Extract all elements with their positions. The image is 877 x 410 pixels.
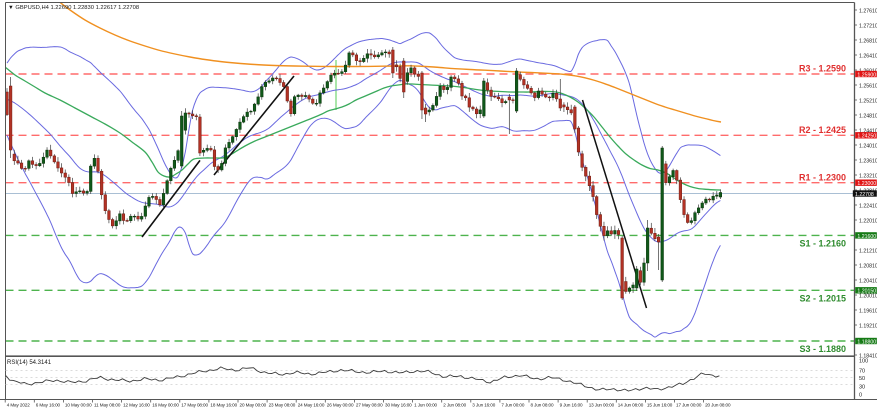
svg-text:13 Jun 00:00: 13 Jun 00:00	[589, 403, 615, 408]
svg-text:1.23000: 1.23000	[857, 181, 876, 187]
svg-text:1.24810: 1.24810	[859, 113, 877, 119]
svg-text:9 Jun 16:00: 9 Jun 16:00	[560, 403, 583, 408]
svg-text:1.25210: 1.25210	[859, 98, 877, 104]
svg-text:0: 0	[859, 393, 862, 399]
svg-text:R1 - 1.2300: R1 - 1.2300	[799, 173, 846, 183]
svg-text:17 May 08:00: 17 May 08:00	[181, 403, 208, 408]
svg-text:100: 100	[859, 359, 868, 365]
svg-text:15 Jun 16:00: 15 Jun 16:00	[647, 403, 673, 408]
svg-text:1.18800: 1.18800	[857, 339, 876, 345]
svg-text:18 May 16:00: 18 May 16:00	[210, 403, 237, 408]
svg-text:1.20010: 1.20010	[859, 293, 877, 299]
svg-text:1 Jun 00:00: 1 Jun 00:00	[414, 403, 437, 408]
svg-text:1.24250: 1.24250	[857, 134, 876, 140]
svg-text:16 May 00:00: 16 May 00:00	[152, 403, 179, 408]
svg-text:1.20150: 1.20150	[857, 289, 876, 295]
svg-text:11 May 08:00: 11 May 08:00	[94, 403, 121, 408]
svg-text:14 Jun 08:00: 14 Jun 08:00	[618, 403, 644, 408]
svg-text:2 Jun 08:00: 2 Jun 08:00	[443, 403, 466, 408]
svg-text:S1 - 1.2160: S1 - 1.2160	[799, 239, 846, 249]
svg-text:S3 - 1.1880: S3 - 1.1880	[799, 344, 846, 354]
svg-text:20 May 00:00: 20 May 00:00	[240, 403, 267, 408]
svg-text:1.26810: 1.26810	[859, 38, 877, 44]
svg-text:1.24010: 1.24010	[859, 143, 877, 149]
svg-text:50: 50	[859, 376, 865, 382]
svg-text:R3 - 1.2590: R3 - 1.2590	[799, 64, 846, 74]
svg-text:1.25610: 1.25610	[859, 83, 877, 89]
svg-text:1.19610: 1.19610	[859, 308, 877, 314]
svg-text:4 May 2022: 4 May 2022	[7, 403, 31, 408]
svg-text:30 May 16:00: 30 May 16:00	[385, 403, 412, 408]
svg-text:1.22010: 1.22010	[859, 218, 877, 224]
svg-text:RSI(14) 54.3141: RSI(14) 54.3141	[7, 360, 52, 366]
svg-text:3 Jun 16:00: 3 Jun 16:00	[472, 403, 495, 408]
svg-text:7 Jun 00:00: 7 Jun 00:00	[501, 403, 524, 408]
svg-text:27 May 08:00: 27 May 08:00	[356, 403, 383, 408]
svg-text:17 Jun 00:00: 17 Jun 00:00	[676, 403, 702, 408]
svg-text:1.25900: 1.25900	[857, 72, 876, 78]
svg-text:1.20810: 1.20810	[859, 263, 877, 269]
svg-text:1.21210: 1.21210	[859, 248, 877, 254]
svg-text:1.18410: 1.18410	[859, 353, 877, 359]
svg-text:1.26410: 1.26410	[859, 53, 877, 59]
svg-text:70: 70	[859, 369, 865, 375]
svg-text:1.22410: 1.22410	[859, 203, 877, 209]
svg-text:S2 - 1.2015: S2 - 1.2015	[799, 294, 846, 304]
svg-text:20 Jun 08:00: 20 Jun 08:00	[705, 403, 731, 408]
svg-text:24 May 16:00: 24 May 16:00	[298, 403, 325, 408]
svg-text:1.22708: 1.22708	[855, 192, 874, 198]
svg-text:R2 - 1.2425: R2 - 1.2425	[799, 125, 846, 135]
svg-text:1.21600: 1.21600	[857, 234, 876, 240]
svg-text:1.24410: 1.24410	[859, 128, 877, 134]
svg-text:23 May 08:00: 23 May 08:00	[269, 403, 296, 408]
svg-text:8 Jun 08:00: 8 Jun 08:00	[531, 403, 554, 408]
svg-text:▼ GBPUSD,H4 1.22690 1.22830 1: ▼ GBPUSD,H4 1.22690 1.22830 1.22617 1.22…	[8, 5, 139, 11]
svg-text:10 May 00:00: 10 May 00:00	[65, 403, 92, 408]
svg-text:1.19210: 1.19210	[859, 323, 877, 329]
svg-text:1.23610: 1.23610	[859, 158, 877, 164]
svg-text:12 May 16:00: 12 May 16:00	[123, 403, 150, 408]
svg-text:30: 30	[859, 385, 865, 391]
svg-text:1.27610: 1.27610	[859, 8, 877, 14]
svg-text:1.27210: 1.27210	[859, 23, 877, 29]
svg-text:6 May 16:00: 6 May 16:00	[36, 403, 61, 408]
svg-text:1.20410: 1.20410	[859, 278, 877, 284]
svg-text:26 May 00:00: 26 May 00:00	[327, 403, 354, 408]
svg-text:1.23210: 1.23210	[859, 173, 877, 179]
